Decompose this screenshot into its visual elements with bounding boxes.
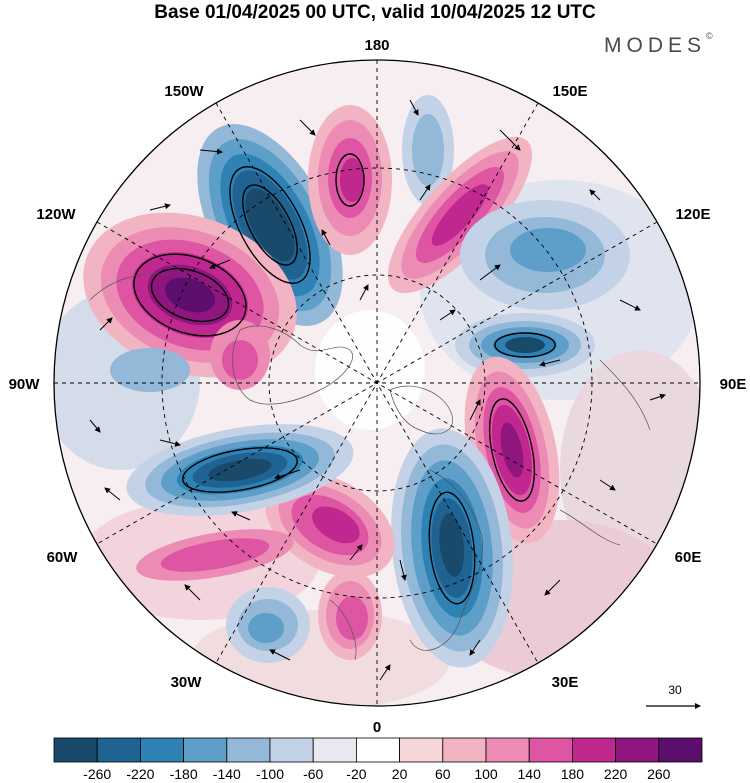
colorbar-tick-label: 180 [561,766,585,782]
lon-label-150e: 150E [552,83,587,100]
reference-vector-label: 30 [668,683,682,697]
map-border [53,59,701,707]
lon-label-30w: 30W [171,674,203,691]
colorbar-tick-label: -220 [126,766,154,782]
colorbar-swatch [658,737,703,763]
colorbar-tick-label: -140 [213,766,241,782]
positive-anomaly-35w [318,570,382,660]
lon-label-60e: 60E [675,549,702,566]
negative-anomaly-140e [460,200,630,310]
lon-label-90w: 90W [9,376,41,393]
lon-label-150w: 150W [164,83,204,100]
lon-label-120w: 120W [36,206,76,223]
wind-vectors [89,99,666,681]
contour-lines [133,153,556,605]
positive-anomaly-10w [265,472,395,578]
colorbar-swatch [485,737,530,763]
colorbar-tick-label: -260 [83,766,111,782]
colorbar-swatch [312,737,357,763]
colorbar-swatch [53,737,98,763]
brand-name: MODES [604,34,707,57]
colorbar-swatch [355,737,400,763]
lon-label-120e: 120E [675,206,710,223]
negative-anomaly-100w [110,348,190,392]
positive-anomaly-170w [308,105,392,255]
negative-anomaly-170e [402,95,454,205]
positive-anomaly-160e [387,136,533,294]
coastlines [89,273,651,661]
colorbar-swatch [572,737,617,763]
colorbar-swatch [615,737,660,763]
colorbar-tick-label: -20 [346,766,366,782]
colorbar-tick-label: 100 [474,766,498,782]
colorbar-swatch [399,737,444,763]
positive-anomaly-60w [136,529,294,581]
negative-anomaly-40w [226,587,310,663]
lon-label-90e: 90E [720,376,747,393]
colorbar-swatch [528,737,573,763]
map-title: Base 01/04/2025 00 UTC, valid 10/04/2025… [154,2,596,23]
lon-label-0: 0 [373,719,381,736]
colorbar-swatch [96,737,141,763]
colorbar-tick-label: -60 [303,766,323,782]
colorbar-swatch [269,737,314,763]
graticule [54,60,700,706]
negative-anomaly-110e [455,313,595,377]
colorbar-tick-label: 60 [435,766,451,782]
brand-logo: MODES© [604,31,713,58]
colorbar-tick-label: -100 [256,766,284,782]
colorbar: -260 -220 -180 -140 -100 -60 -20 20 60 100 140 180 2… [53,737,703,782]
colorbar-swatch [139,737,184,763]
negative-anomaly-20e [391,428,513,668]
colorbar-tick-label: 140 [518,766,542,782]
lon-label-60w: 60W [47,549,79,566]
positive-anomaly-85w [210,320,270,390]
colorbar-swatch [226,737,271,763]
anomaly-field [54,60,700,706]
brand-mark: © [706,31,713,41]
colorbar-tick-label: 220 [604,766,628,782]
colorbar-swatch [442,737,487,763]
colorbar-tick-label: 20 [392,766,408,782]
lon-label-30e: 30E [552,674,579,691]
colorbar-swatch [183,737,228,763]
reference-vector: 30 [646,683,701,709]
lon-label-180: 180 [364,37,389,54]
colorbar-tick-label: 260 [647,766,671,782]
colorbar-tick-label: -180 [170,766,198,782]
